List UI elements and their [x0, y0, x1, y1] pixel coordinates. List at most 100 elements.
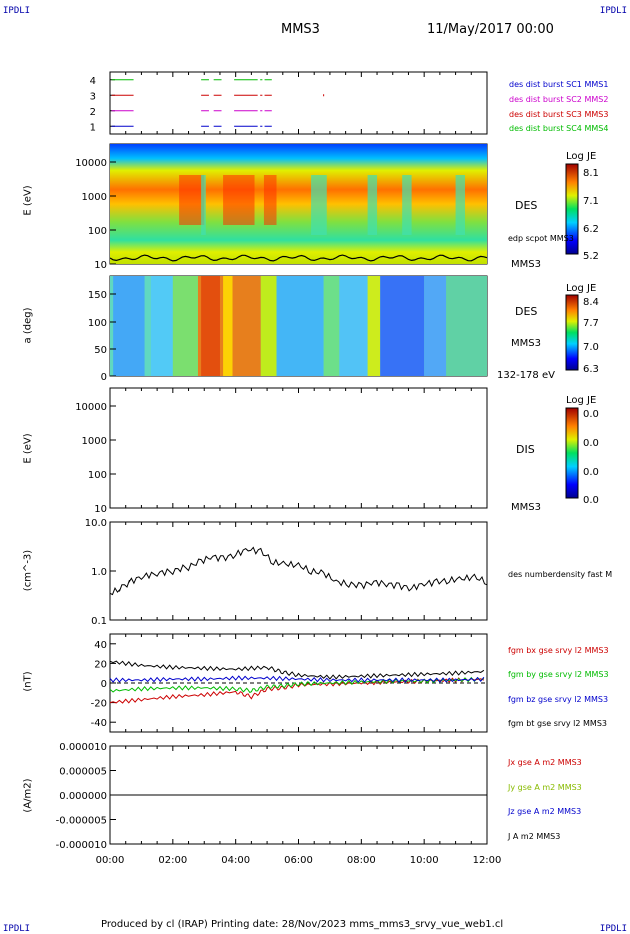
time-tick-label-0: 00:00: [96, 855, 125, 866]
cbar1-tick-1: 8.1: [583, 168, 599, 179]
dis-energy-ytick-2: 1000: [82, 436, 107, 447]
des-energy-ytick-2: 1000: [82, 192, 107, 203]
mms3-label-2: MMS3: [511, 338, 541, 349]
b-series-line-3: [109, 660, 485, 680]
energy-range-label: 132-178 eV: [497, 370, 555, 381]
current-ytick-3: -0.000005: [56, 816, 107, 827]
pitch-angle-band: [339, 276, 368, 376]
des-energy-cool-band: [455, 175, 466, 235]
pitch-angle-ytick-3: 150: [88, 290, 107, 301]
des-energy-cool-band: [311, 175, 327, 235]
density-ytick-0: 0.1: [91, 616, 107, 627]
time-tick-label-6: 12:00: [473, 855, 502, 866]
b-series-line-2: [109, 675, 485, 683]
density-ylabel: (cm^-3): [22, 549, 34, 592]
dis-energy-ytick-3: 10000: [75, 402, 107, 413]
legend-mms3: des dist burst SC3 MMS3: [509, 110, 609, 119]
des-energy-cool-band: [402, 175, 412, 235]
legend-mms1: des dist burst SC1 MMS1: [509, 80, 609, 89]
burst-ytick-1: 2: [90, 107, 96, 118]
burst-ytick-0: 1: [90, 122, 96, 133]
cbar3-tick-2: 0.0: [583, 438, 599, 449]
density-line: [109, 546, 488, 596]
legend-bz: fgm bz gse srvy l2 MMS3: [508, 695, 609, 704]
current-ylabel: (A/m2): [22, 778, 34, 813]
pitch-angle-band: [172, 276, 198, 376]
cbar2-title: Log JE: [566, 283, 597, 294]
cbar3-tick-3: 0.0: [583, 467, 599, 478]
pitch-angle-band: [367, 276, 381, 376]
pitch-angle-ytick-0: 0: [101, 372, 107, 383]
corner-label-tl: IPDLI: [3, 6, 31, 16]
density-legend: des numberdensity fast M: [508, 570, 613, 579]
legend-jz: Jz gse A m2 MMS3: [508, 807, 582, 816]
dis-energy-ytick-1: 100: [88, 470, 107, 481]
des-energy-hot-band: [263, 175, 277, 225]
pitch-angle-band: [323, 276, 340, 376]
burst-ytick-3: 4: [90, 76, 96, 87]
dis-label: DIS: [516, 443, 535, 456]
des-energy-ylabel: E (eV): [22, 185, 34, 216]
footer-text: Produced by cl (IRAP) Printing date: 28/…: [101, 919, 504, 930]
cbar2-tick-1: 8.4: [583, 297, 599, 308]
des-energy-hot-band: [223, 175, 255, 225]
density-ytick-2: 10.0: [85, 518, 107, 529]
des-energy-spectrogram: [110, 144, 487, 264]
time-tick-label-2: 04:00: [221, 855, 250, 866]
scpot-label: edp scpot MMS3: [508, 234, 574, 243]
dis-energy-frame: [109, 387, 488, 509]
cbar2-tick-2: 7.7: [583, 318, 599, 329]
colorbar-1: [565, 163, 579, 255]
cbar2-tick-3: 7.0: [583, 342, 599, 353]
des-energy-ytick-1: 100: [88, 226, 107, 237]
date-title: 11/May/2017 00:00: [427, 22, 554, 37]
time-tick-label-4: 08:00: [347, 855, 376, 866]
pitch-angle-band: [276, 276, 324, 376]
pitch-angle-ytick-2: 100: [88, 318, 107, 329]
b-field-ytick-3: 20: [94, 659, 107, 670]
pitch-angle-band: [260, 276, 277, 376]
mms3-label-1: MMS3: [511, 259, 541, 270]
legend-mms4: des dist burst SC4 MMS4: [509, 124, 609, 133]
time-tick-label-3: 06:00: [284, 855, 313, 866]
legend-by: fgm by gse srvy l2 MMS3: [508, 670, 609, 679]
b-field-ytick-4: 40: [94, 640, 107, 651]
cbar3-title: Log JE: [566, 395, 597, 406]
cbar3-tick-4: 0.0: [583, 495, 599, 506]
des-energy-cool-band: [367, 175, 378, 235]
cbar1-tick-2: 7.1: [583, 196, 599, 207]
cbar1-title: Log JE: [566, 151, 597, 162]
cbar2-tick-4: 6.3: [583, 364, 599, 375]
pitch-angle-band: [113, 276, 145, 376]
pitch-angle-band: [424, 276, 447, 376]
legend-jx: Jx gse A m2 MMS3: [508, 758, 582, 767]
des-label: DES: [515, 199, 538, 212]
b-field-ylabel: (nT): [22, 671, 34, 692]
b-field-ytick-2: 0: [101, 679, 107, 690]
pitch-angle-band: [446, 276, 487, 376]
pitch-angle-ylabel: a (deg): [22, 307, 34, 344]
current-ytick-4: -0.000010: [56, 840, 107, 851]
density-ytick-1: 1.0: [91, 567, 107, 578]
dis-energy-ytick-0: 10: [94, 504, 107, 515]
current-ytick-1: 0.000005: [59, 767, 107, 778]
colorbar-3: [565, 407, 579, 499]
cbar1-tick-3: 6.2: [583, 224, 599, 235]
pitch-angle-hot-band: [201, 276, 220, 376]
des-label-2: DES: [515, 305, 538, 318]
legend-bt: fgm bt gse srvy l2 MMS3: [508, 719, 607, 728]
pitch-angle-band: [150, 276, 173, 376]
b-field-ytick-0: -40: [91, 718, 107, 729]
spacecraft-title: MMS3: [281, 22, 320, 37]
time-tick-label-1: 02:00: [158, 855, 187, 866]
b-field-ytick-1: -20: [91, 699, 107, 710]
current-ytick-0: 0.000010: [59, 742, 107, 753]
des-energy-ytick-3: 10000: [75, 158, 107, 169]
burst-ytick-2: 3: [90, 91, 96, 102]
mms3-label-3: MMS3: [511, 502, 541, 513]
corner-label-tr: IPDLI: [599, 6, 627, 16]
des-energy-hot-band: [179, 175, 205, 225]
current-ytick-2: 0.000000: [59, 791, 107, 802]
corner-label-br: IPDLI: [599, 924, 627, 934]
